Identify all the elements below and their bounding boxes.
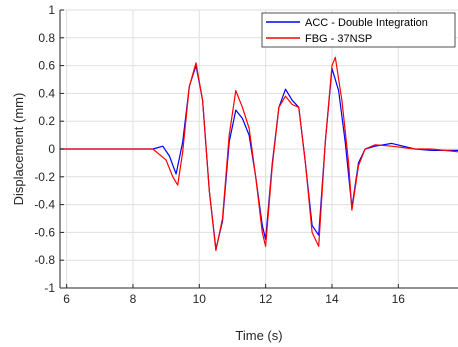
y-tick-label: 0.2	[38, 114, 55, 128]
y-tick-label: -0.6	[34, 225, 55, 239]
x-tick-label: 12	[259, 292, 273, 306]
x-tick-label: 14	[325, 292, 339, 306]
x-tick-label: 10	[193, 292, 207, 306]
y-tick-label: -0.4	[34, 198, 55, 212]
y-tick-label: 0.6	[38, 59, 55, 73]
series-layer	[60, 56, 458, 252]
y-tick-label: 1	[48, 3, 55, 17]
tick-layer: 6 8 10 12 14 16 -1 -0.8 -0.6 -0.4 -0.2 0 0.2 0.4 0.6 0.…	[34, 3, 405, 306]
y-tick-label: 0	[48, 142, 55, 156]
x-tick-label: 6	[63, 292, 70, 306]
legend: ACC - Double Integration FBG - 37NSP	[261, 12, 456, 48]
x-tick-label: 8	[130, 292, 137, 306]
x-axis-label: Time (s)	[235, 328, 282, 343]
y-axis-label: Displacement (mm)	[11, 93, 26, 206]
y-tick-label: 0.8	[38, 31, 55, 45]
y-tick-label: -0.8	[34, 253, 55, 267]
legend-label-acc: ACC - Double Integration	[305, 17, 428, 29]
legend-label-fbg: FBG - 37NSP	[305, 33, 372, 45]
series-line-1	[60, 56, 458, 252]
x-tick-label: 16	[392, 292, 406, 306]
y-tick-label: 0.4	[38, 86, 55, 100]
y-tick-label: -0.2	[34, 170, 55, 184]
legend-box	[261, 12, 456, 48]
y-tick-label: -1	[44, 281, 55, 295]
